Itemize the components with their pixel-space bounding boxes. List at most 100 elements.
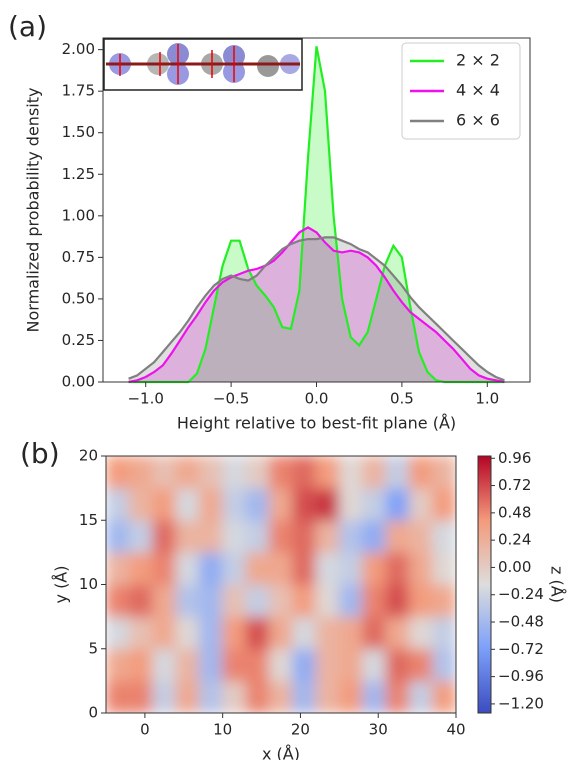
heatmap-cell (362, 616, 387, 650)
heatmap-cell (198, 551, 224, 585)
colorbar-label: z (Å) (548, 566, 567, 603)
colorbar-tick-label: −1.20 (498, 694, 544, 712)
x-tick-label: −0.5 (213, 390, 249, 408)
y-tick-label: 0.75 (62, 248, 95, 266)
x-tick-label: 30 (369, 721, 388, 739)
heatmap-cell (338, 584, 364, 618)
heatmap-cell (268, 648, 294, 682)
heatmap-cell (198, 519, 224, 553)
colorbar-tick-label: 0.72 (498, 476, 531, 494)
heatmap-cell (152, 680, 177, 713)
heatmap-cell (338, 456, 364, 489)
colorbar (477, 455, 492, 714)
heatmap-cell (268, 487, 294, 521)
heatmap-cell (408, 680, 434, 713)
heatmap-cell (245, 680, 270, 713)
heatmap-cell (175, 648, 200, 682)
y-tick-label: 15 (79, 511, 98, 529)
y-tick-label: 0.00 (62, 373, 95, 391)
heatmap-cell (245, 519, 270, 553)
heatmap-cell (268, 584, 294, 618)
heatmap-cell (198, 680, 224, 713)
heatmap-cell (128, 551, 154, 585)
heatmap-cell (338, 680, 364, 713)
heatmap-cell (245, 648, 270, 682)
heatmap-cell (152, 487, 177, 521)
panel-label: (b) (20, 437, 60, 470)
x-tick-label: 20 (291, 721, 310, 739)
heatmap-cell (292, 648, 317, 682)
x-tick-label: 1.0 (475, 390, 499, 408)
heatmap-cell (432, 456, 456, 489)
colorbar-tick-label: 0.00 (498, 558, 531, 576)
heatmap-cell (338, 487, 364, 521)
heatmap-cell (128, 584, 154, 618)
heatmap-cell (128, 648, 154, 682)
legend-label: 2 × 2 (456, 51, 500, 70)
heatmap-cell (408, 551, 434, 585)
y-tick-label: 2.00 (62, 40, 95, 58)
colorbar-tick-label: 0.48 (498, 503, 531, 521)
heatmap-cell (385, 487, 410, 521)
x-tick-label: −1.0 (127, 390, 163, 408)
panel-label: (a) (8, 10, 47, 43)
y-tick-label: 20 (79, 447, 98, 465)
heatmap-cell (222, 487, 247, 521)
heatmap-cell (245, 456, 270, 489)
heatmap-cell (292, 584, 317, 618)
inset-structure (103, 38, 303, 91)
heatmap-cell (338, 519, 364, 553)
heatmap-cell (432, 519, 456, 553)
y-axis-label: y (Å) (52, 566, 71, 604)
heatmap-cell (106, 648, 130, 682)
heatmap-cell (432, 584, 456, 618)
y-tick-label: 10 (79, 575, 98, 593)
heatmap-cell (198, 648, 224, 682)
legend-label: 4 × 4 (456, 81, 500, 100)
y-tick-label: 0 (88, 704, 98, 722)
x-tick-label: 0 (140, 721, 150, 739)
y-tick-label: 1.50 (62, 123, 95, 141)
heatmap-cell (315, 487, 340, 521)
heatmap-cell (198, 584, 224, 618)
colorbar-tick-label: −0.72 (498, 640, 544, 658)
heatmap-clip (106, 456, 456, 713)
y-tick-label: 1.75 (62, 82, 95, 100)
heatmap-cell (408, 519, 434, 553)
heatmap-cell (268, 551, 294, 585)
heatmap-cell (385, 519, 410, 553)
heatmap-cell (408, 648, 434, 682)
x-axis-label: Height relative to best-fit plane (Å) (177, 414, 456, 433)
heatmap-cell (315, 680, 340, 713)
heatmap-cell (245, 584, 270, 618)
heatmap (106, 456, 456, 713)
heatmap-cell (315, 519, 340, 553)
colorbar-tick-label: −0.24 (498, 585, 544, 603)
y-tick-label: 5 (88, 639, 98, 657)
y-tick-label: 0.25 (62, 331, 95, 349)
y-tick-label: 1.25 (62, 165, 95, 183)
heatmap-cell (128, 616, 154, 650)
legend-label: 6 × 6 (456, 111, 500, 130)
heatmap-cell (338, 551, 364, 585)
heatmap-cell (222, 616, 247, 650)
heatmap-cell (408, 456, 434, 489)
heatmap-cell (175, 584, 200, 618)
heatmap-cell (222, 519, 247, 553)
heatmap-cell (175, 456, 200, 489)
heatmap-cell (175, 551, 200, 585)
heatmap-cell (385, 648, 410, 682)
heatmap-cell (292, 680, 317, 713)
heatmap-cell (408, 487, 434, 521)
heatmap-cell (198, 456, 224, 489)
heatmap-cell (106, 519, 130, 553)
heatmap-cell (292, 551, 317, 585)
heatmap-cell (362, 648, 387, 682)
colorbar-tick-label: −0.96 (498, 667, 544, 685)
heatmap-cell (338, 648, 364, 682)
heatmap-cell (338, 616, 364, 650)
heatmap-cell (292, 519, 317, 553)
heatmap-cell (362, 456, 387, 489)
heatmap-cell (152, 551, 177, 585)
heatmap-cell (245, 616, 270, 650)
